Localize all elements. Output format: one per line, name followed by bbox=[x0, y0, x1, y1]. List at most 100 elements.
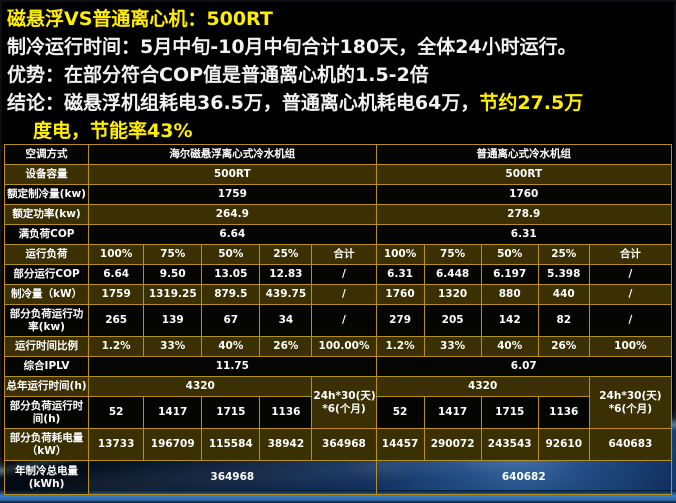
table-cell: 33% bbox=[423, 336, 482, 357]
unit-name-normal: 普通离心式冷水机组 bbox=[375, 144, 673, 165]
table-cell: / bbox=[588, 284, 673, 305]
table-cell: 264.9 bbox=[88, 204, 377, 225]
table-cell: 115584 bbox=[201, 428, 261, 461]
table-cell: 1760 bbox=[375, 284, 425, 305]
table-row: 年制冷总电量(kWh) 364968 640682 bbox=[3, 460, 673, 495]
table-cell: 1.2% bbox=[88, 336, 145, 357]
table-cell: / bbox=[311, 264, 377, 285]
row-label: 部分负荷运行功率(kw) bbox=[3, 304, 90, 337]
row-label: 额定功率(kw) bbox=[3, 204, 90, 225]
table-cell: 1759 bbox=[88, 184, 377, 205]
row-label: 部分运行COP bbox=[3, 264, 90, 285]
table-cell: 500RT bbox=[375, 164, 673, 185]
table-cell: 142 bbox=[480, 304, 539, 337]
table-cell: 38942 bbox=[259, 428, 313, 461]
table-cell: 439.75 bbox=[259, 284, 313, 305]
unit-name-haier: 海尔磁悬浮离心式冷水机组 bbox=[88, 144, 377, 165]
conclusion-text: 结论：磁悬浮机组耗电36.5万，普通离心机耗电64万， bbox=[7, 92, 480, 114]
load-col-header: 75% bbox=[423, 244, 482, 265]
load-col-header: 25% bbox=[537, 244, 590, 265]
load-col-header: 50% bbox=[201, 244, 261, 265]
table-row: 总年运行时间(h) 4320 24h*30(天) *6(个月) 4320 24h… bbox=[3, 376, 673, 429]
table-cell: 12.83 bbox=[259, 264, 313, 285]
table-cell: 364968 bbox=[311, 428, 377, 461]
table-cell: 290072 bbox=[423, 428, 482, 461]
table-cell: 13733 bbox=[88, 428, 145, 461]
table-cell: 6.07 bbox=[375, 356, 673, 377]
table-cell: 500RT bbox=[88, 164, 377, 185]
table-cell: / bbox=[311, 304, 377, 337]
load-col-header: 合计 bbox=[311, 244, 377, 265]
table-cell: 82 bbox=[537, 304, 590, 337]
table-row: 综合IPLV 11.75 6.07 bbox=[3, 356, 673, 377]
table-row: 额定制冷量(kw) 1759 1760 bbox=[3, 184, 673, 205]
table-cell: 1715 bbox=[201, 396, 261, 429]
table-row: 空调方式 海尔磁悬浮离心式冷水机组 普通离心式冷水机组 bbox=[3, 144, 673, 165]
table-cell: 14457 bbox=[375, 428, 425, 461]
table-row: 运行负荷 100% 75% 50% 25% 合计 100% 75% 50% 25… bbox=[3, 244, 673, 265]
table-row: 部分负荷运行时间(h) 52 1417 1715 1136 52 1417 17… bbox=[3, 396, 672, 429]
table-cell: 879.5 bbox=[201, 284, 261, 305]
table-cell: 1715 bbox=[480, 396, 539, 429]
merged-hours-cell: 24h*30(天) *6(个月) bbox=[311, 376, 377, 429]
table-cell: 6.31 bbox=[375, 264, 425, 285]
load-col-header: 100% bbox=[88, 244, 145, 265]
table-cell: 52 bbox=[88, 396, 145, 429]
table-cell: 6.31 bbox=[375, 224, 673, 245]
row-label: 满负荷COP bbox=[3, 224, 90, 245]
row-label: 运行负荷 bbox=[3, 244, 90, 265]
table-cell: 13.05 bbox=[201, 264, 261, 285]
table-cell: 196709 bbox=[143, 428, 203, 461]
table-cell: 26% bbox=[259, 336, 313, 357]
table-row: 部分负荷运行功率(kw) 265 139 67 34 / 279 205 142… bbox=[3, 304, 673, 337]
comparison-table: 空调方式 海尔磁悬浮离心式冷水机组 普通离心式冷水机组 设备容量 500RT 5… bbox=[3, 144, 673, 495]
title-block: 磁悬浮VS普通离心机：500RT 制冷运行时间：5月中旬-10月中旬合计180天… bbox=[7, 5, 669, 145]
table-cell: 52 bbox=[375, 396, 425, 429]
load-col-header: 50% bbox=[480, 244, 539, 265]
table-cell: / bbox=[588, 304, 673, 337]
row-label: 部分负荷运行时间(h) bbox=[3, 396, 90, 429]
row-label: 部分负荷耗电量（kW） bbox=[3, 428, 90, 461]
row-label: 综合IPLV bbox=[3, 356, 90, 377]
advantage-line: 优势：在部分符合COP值是普通离心机的1.5-2倍 bbox=[7, 64, 429, 86]
row-label: 运行时间比例 bbox=[3, 336, 90, 357]
table-cell: 6.197 bbox=[480, 264, 539, 285]
table-cell: 67 bbox=[201, 304, 261, 337]
runtime-line: 制冷运行时间：5月中旬-10月中旬合计180天，全体24小时运行。 bbox=[7, 36, 577, 58]
table-cell: 26% bbox=[537, 336, 590, 357]
table-cell: 278.9 bbox=[375, 204, 673, 225]
table-cell: 5.398 bbox=[537, 264, 590, 285]
table-cell: 40% bbox=[201, 336, 261, 357]
slide-title: 磁悬浮VS普通离心机：500RT bbox=[7, 8, 273, 30]
table-cell: 243543 bbox=[480, 428, 539, 461]
row-label: 制冷量（kW） bbox=[3, 284, 90, 305]
table-cell: 33% bbox=[143, 336, 203, 357]
table-cell: 640683 bbox=[588, 428, 673, 461]
conclusion-line: 结论：磁悬浮机组耗电36.5万，普通离心机耗电64万，节约27.5万 bbox=[7, 89, 669, 117]
table-cell: 1.2% bbox=[375, 336, 425, 357]
table-cell: 640682 bbox=[375, 460, 673, 495]
table-row: 运行时间比例 1.2% 33% 40% 26% 100.00% 1.2% 33%… bbox=[3, 336, 673, 357]
table-cell: 1759 bbox=[88, 284, 145, 305]
table-cell: 4320 bbox=[375, 376, 590, 397]
table-cell: 205 bbox=[423, 304, 482, 337]
table-cell: 6.64 bbox=[88, 264, 145, 285]
table-cell: 1417 bbox=[423, 396, 482, 429]
row-label: 设备容量 bbox=[3, 164, 90, 185]
table-cell: 880 bbox=[480, 284, 539, 305]
table-cell: 100.00% bbox=[311, 336, 377, 357]
load-col-header: 25% bbox=[259, 244, 313, 265]
conclusion-highlight: 节约27.5万 bbox=[479, 92, 584, 114]
table-cell: 1760 bbox=[375, 184, 673, 205]
row-label: 总年运行时间(h) bbox=[3, 376, 90, 397]
table-cell: 1417 bbox=[143, 396, 203, 429]
table-cell: 6.64 bbox=[88, 224, 377, 245]
table-row: 制冷量（kW） 1759 1319.25 879.5 439.75 / 1760… bbox=[3, 284, 673, 305]
table-cell: 92610 bbox=[537, 428, 590, 461]
table-row: 部分负荷耗电量（kW） 13733 196709 115584 38942 36… bbox=[3, 428, 673, 461]
table-row: 满负荷COP 6.64 6.31 bbox=[3, 224, 673, 245]
table-cell: 1320 bbox=[423, 284, 482, 305]
table-cell: 265 bbox=[88, 304, 145, 337]
table-cell: 6.448 bbox=[423, 264, 482, 285]
